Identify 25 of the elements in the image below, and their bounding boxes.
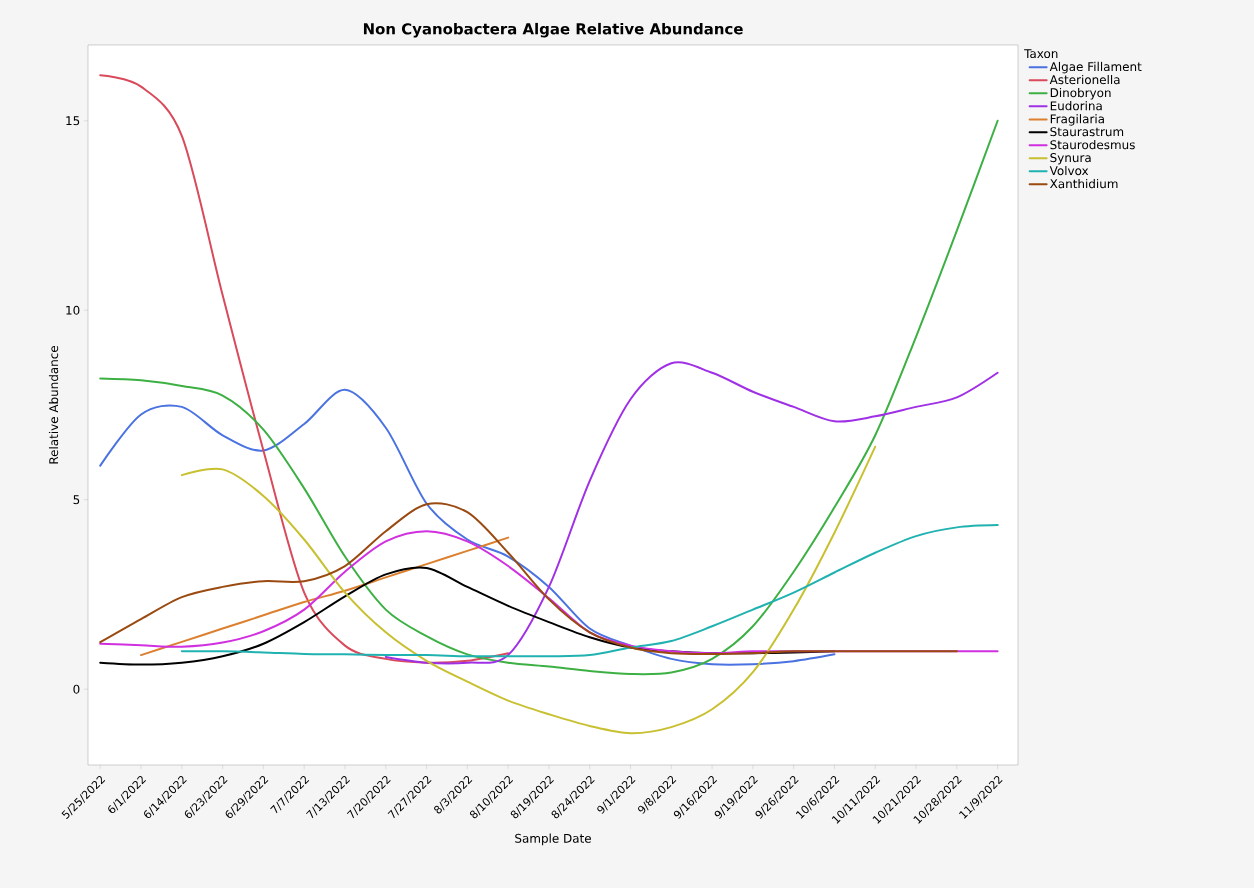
line-series [99,502,958,655]
y-tick-label: 15 [66,116,80,126]
line-series [180,445,877,735]
legend-label: Dinobryon [1050,87,1111,100]
line-series [384,361,999,665]
y-tick-label: 5 [73,495,80,505]
legend-label: Staurastrum [1050,127,1124,137]
line-series [99,119,999,676]
legend-title: Taxon [1024,49,1058,59]
y-tick-label: 10 [66,305,80,315]
legend-label: Eudorina [1050,101,1102,111]
line-series [99,388,836,666]
legend-label: Algae Fillament [1049,61,1142,74]
x-axis-title: Sample Date [515,833,591,846]
line-series [140,536,510,657]
legend-label: Synura [1050,153,1091,165]
legend-label: Xanthidium [1050,179,1118,189]
legend-label: Fragilaria [1050,114,1104,126]
line-series [99,74,510,664]
y-axis-title: Relative Abundance [48,345,59,464]
legend-label: Volvox [1049,165,1089,176]
chart-title: Non Cyanobactera Algae Relative Abundance [363,22,743,38]
legend-label: Staurodesmus [1050,140,1135,150]
y-tick-label: 0 [73,684,80,694]
legend-label: Asterionella [1049,74,1120,85]
